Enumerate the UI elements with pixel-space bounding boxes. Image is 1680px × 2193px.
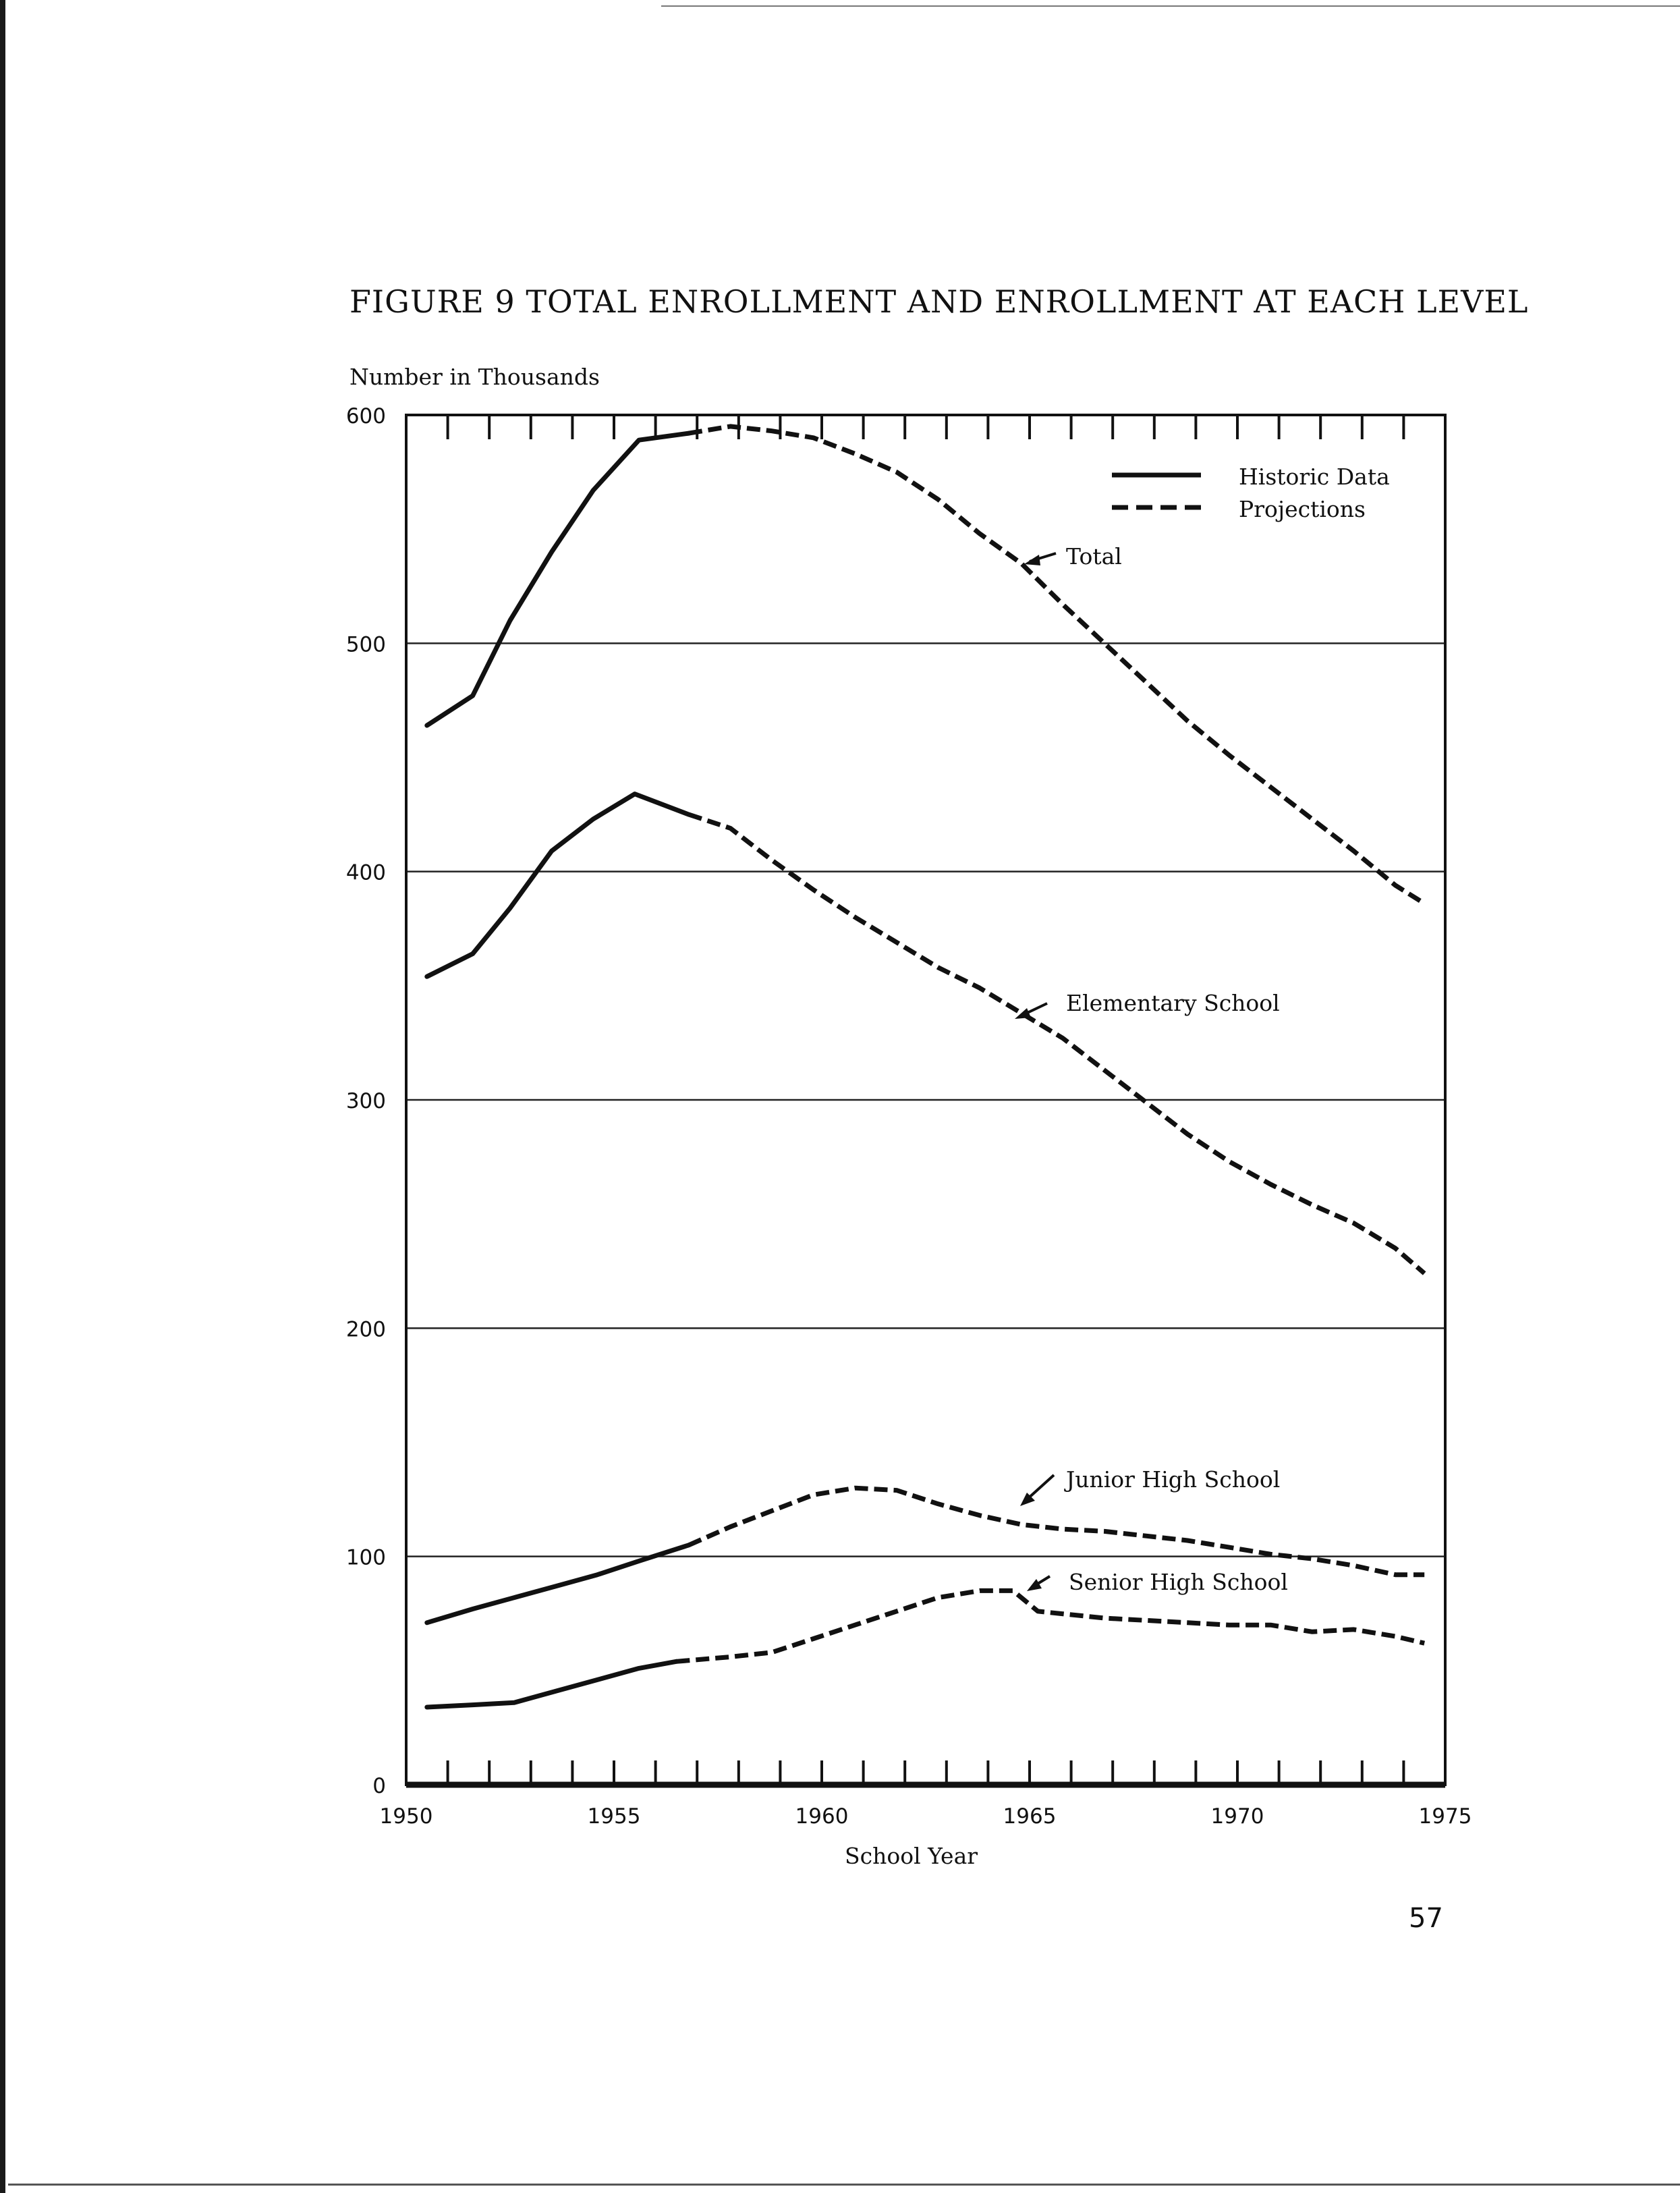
annotations: Total Elementary School Junior High Scho…: [1015, 543, 1288, 1595]
total-projection-line: [688, 424, 1426, 906]
x-tick-label-1955: 1955: [588, 1804, 641, 1829]
x-axis-label: School Year: [845, 1843, 978, 1869]
junior-high-school-projection-line: [688, 1485, 1425, 1578]
junior-high-annotation: Junior High School: [1064, 1466, 1280, 1493]
tick-marks: [446, 415, 1405, 1785]
scan-top-edge: [661, 5, 1680, 7]
scan-left-edge: [0, 0, 5, 2193]
page-number: 57: [1409, 1903, 1443, 1934]
senior-high-arrowhead: [1027, 1579, 1042, 1591]
y-tick-label-400: 400: [346, 861, 386, 885]
x-tick-labels: 1950 1955 1960 1965 1970 1975: [380, 1804, 1472, 1829]
legend-projections-label: Projections: [1239, 496, 1366, 522]
senior-high-annotation: Senior High School: [1069, 1569, 1288, 1595]
gridlines: [406, 642, 1445, 1557]
y-tick-label-500: 500: [346, 632, 386, 657]
elementary-school-projection-line: [688, 812, 1426, 1275]
y-tick-label-300: 300: [346, 1089, 386, 1113]
y-axis-label: Number in Thousands: [349, 364, 600, 390]
x-tick-label-1975: 1975: [1419, 1804, 1472, 1829]
scan-bottom-edge: [8, 2184, 1680, 2186]
senior-high-school-historic-line: [424, 1659, 679, 1710]
figure-title: FIGURE 9 TOTAL ENROLLMENT AND ENROLLMENT…: [349, 283, 1529, 320]
junior-high-school-historic-line: [424, 1543, 692, 1626]
x-tick-label-1950: 1950: [380, 1804, 433, 1829]
x-tick-label-1960: 1960: [795, 1804, 849, 1829]
total-arrowhead: [1024, 555, 1040, 565]
total-annotation: Total: [1066, 543, 1122, 570]
x-tick-label-1970: 1970: [1211, 1804, 1264, 1829]
elementary-annotation: Elementary School: [1066, 990, 1280, 1016]
x-tick-label-1965: 1965: [1003, 1804, 1057, 1829]
legend-historic-label: Historic Data: [1239, 464, 1390, 490]
elementary-arrowhead: [1015, 1008, 1031, 1019]
junior-high-arrowhead: [1020, 1493, 1035, 1506]
y-tick-labels: 0 100 200 300 400 500 600: [346, 404, 386, 1798]
senior-high-school-projection-line: [676, 1588, 1425, 1664]
elementary-school-historic-line: [424, 792, 692, 979]
series-lines: [424, 424, 1426, 1710]
y-tick-label-200: 200: [346, 1317, 386, 1341]
y-tick-label-0: 0: [372, 1774, 386, 1798]
total-historic-line: [424, 431, 692, 728]
y-tick-label-600: 600: [346, 404, 386, 428]
y-tick-label-100: 100: [346, 1546, 386, 1570]
legend: Historic Data Projections: [1112, 464, 1390, 522]
